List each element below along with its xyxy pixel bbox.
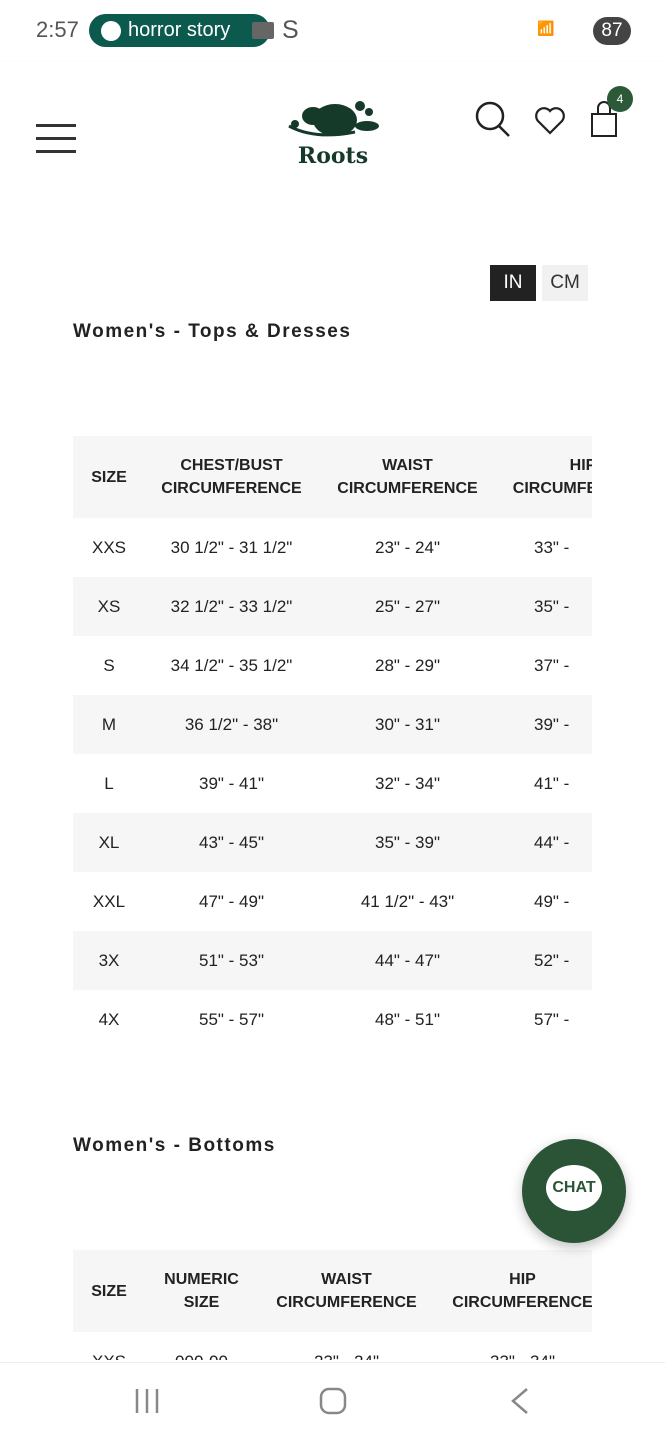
table-cell: 33" - <box>534 537 570 557</box>
table-cell: 33" - 34" <box>435 1352 592 1361</box>
table-row: 4X 55" - 57" 48" - 51" 57" - <box>73 990 592 1049</box>
media-pill[interactable]: horror story <box>89 14 270 47</box>
cart-count-badge: 4 <box>607 86 633 112</box>
signal-icon: 📶 <box>537 20 555 36</box>
heart-icon[interactable] <box>535 107 565 135</box>
table-cell: 30" - 31" <box>375 714 440 734</box>
chat-bubble-icon: CHAT <box>546 1165 602 1211</box>
table-row: XXL 47" - 49" 41 1/2" - 43" 49" - <box>73 872 592 931</box>
chat-button[interactable]: CHAT <box>522 1139 626 1243</box>
table-cell: XS <box>97 596 121 616</box>
table-cell: XXL <box>92 891 126 911</box>
table-cell: 49" - <box>534 891 570 911</box>
recent-apps-icon[interactable] <box>135 1389 159 1413</box>
table-cell: 23" - 24" <box>258 1352 435 1361</box>
table-cell: XXS <box>91 537 127 557</box>
table-cell: 28" - 29" <box>375 655 440 675</box>
table-cell: M <box>101 714 117 734</box>
table-cell: 44" - 47" <box>375 950 440 970</box>
table-cell: 51" - 53" <box>199 950 264 970</box>
table-cell: 23" - 24" <box>375 537 440 557</box>
table-cell: 36 1/2" - 38" <box>184 714 279 734</box>
column-header: NUMERIC SIZE <box>164 1271 239 1311</box>
table-cell: 000-00 <box>145 1352 258 1361</box>
table-header: SIZE NUMERIC SIZE WAIST CIRCUMFERENCE HIP C… <box>73 1250 592 1332</box>
table-cell: L <box>104 773 114 793</box>
clock: 2:57 <box>36 17 79 42</box>
table-cell: 35" - 39" <box>375 832 440 852</box>
spotify-icon <box>101 20 121 41</box>
table-row: XL 43" - 45" 35" - 39" 44" - <box>73 813 592 872</box>
table-cell: 37" - <box>534 655 570 675</box>
table-header: SIZE CHEST/BUST CIRCUMFERENCE WAIST CIRCUM… <box>73 436 592 518</box>
site-header: Roots 4 <box>0 62 665 197</box>
roots-logo[interactable]: Roots <box>283 96 383 169</box>
table-cell: 4X <box>98 1009 120 1029</box>
table-cell: 52" - <box>534 950 570 970</box>
section-title-bottoms: Women's - Bottoms <box>73 1135 276 1156</box>
column-header: WAIST CIRCUMFERENCE <box>276 1271 417 1311</box>
table-cell: S <box>103 655 115 675</box>
table-cell: 30 1/2" - 31 1/2" <box>170 537 293 557</box>
table-cell: 55" - 57" <box>199 1009 264 1029</box>
table-cell: 39" - 41" <box>199 773 264 793</box>
table-cell: 32" - 34" <box>375 773 440 793</box>
table-row: XXS000-0023" - 24"33" - 34" <box>73 1332 592 1361</box>
table-cell: 43" - 45" <box>199 832 264 852</box>
back-icon[interactable] <box>511 1388 528 1414</box>
table-cell: XXS <box>73 1352 145 1361</box>
tops-size-table[interactable]: SIZE CHEST/BUST CIRCUMFERENCE WAIST CIRCUM… <box>73 436 592 1049</box>
table-cell: XL <box>98 832 120 852</box>
status-bar: 2:57 horror story S 📶 87 <box>0 0 665 62</box>
section-title-tops: Women's - Tops & Dresses <box>73 321 352 342</box>
column-header: WAIST CIRCUMFERENCE <box>337 457 478 497</box>
table-row: XXS 30 1/2" - 31 1/2" 23" - 24" 33" - <box>73 518 592 577</box>
table-cell: 47" - 49" <box>199 891 264 911</box>
table-cell: 48" - 51" <box>375 1009 440 1029</box>
bottoms-size-table[interactable]: SIZE NUMERIC SIZE WAIST CIRCUMFERENCE HIP C… <box>73 1250 592 1360</box>
beaver-icon <box>288 101 379 137</box>
header-icons <box>475 101 617 137</box>
unit-toggle-cm[interactable]: CM <box>542 265 588 301</box>
table-row: M 36 1/2" - 38" 30" - 31" 39" - <box>73 695 592 754</box>
table-row: L 39" - 41" 32" - 34" 41" - <box>73 754 592 813</box>
home-icon[interactable] <box>319 1387 347 1415</box>
mail-icon <box>252 22 274 39</box>
table-cell: 25" - 27" <box>375 596 440 616</box>
column-header: HIP CIRCUMFERENCE <box>452 1271 592 1311</box>
android-nav-bar <box>0 1362 665 1440</box>
table-cell: 3X <box>98 950 120 970</box>
table-cell: 39" - <box>534 714 570 734</box>
table-cell: 44" - <box>534 832 570 852</box>
s-notification-icon: S <box>282 16 299 44</box>
unit-toggle-in[interactable]: IN <box>490 265 536 301</box>
column-header: HIP CIRCUMFERENCE <box>512 457 592 497</box>
column-header: SIZE <box>91 468 127 486</box>
battery-indicator: 87 <box>593 17 631 45</box>
table-cell: 57" - <box>534 1009 570 1029</box>
column-header: CHEST/BUST CIRCUMFERENCE <box>161 457 302 497</box>
size-guide: IN CM Women's - Tops & Dresses SIZE CHEST… <box>0 197 665 1362</box>
table-cell: 32 1/2" - 33 1/2" <box>170 596 293 616</box>
table-row: XS 32 1/2" - 33 1/2" 25" - 27" 35" - <box>73 577 592 636</box>
table-row: S 34 1/2" - 35 1/2" 28" - 29" 37" - <box>73 636 592 695</box>
table-cell: 41" - <box>534 773 570 793</box>
menu-icon[interactable] <box>36 124 76 163</box>
column-header: SIZE <box>91 1282 127 1300</box>
table-cell: 35" - <box>534 596 570 616</box>
search-icon[interactable] <box>475 101 510 137</box>
table-row: 3X 51" - 53" 44" - 47" 52" - <box>73 931 592 990</box>
table-cell: 41 1/2" - 43" <box>360 891 455 911</box>
table-cell: 34 1/2" - 35 1/2" <box>170 655 293 675</box>
